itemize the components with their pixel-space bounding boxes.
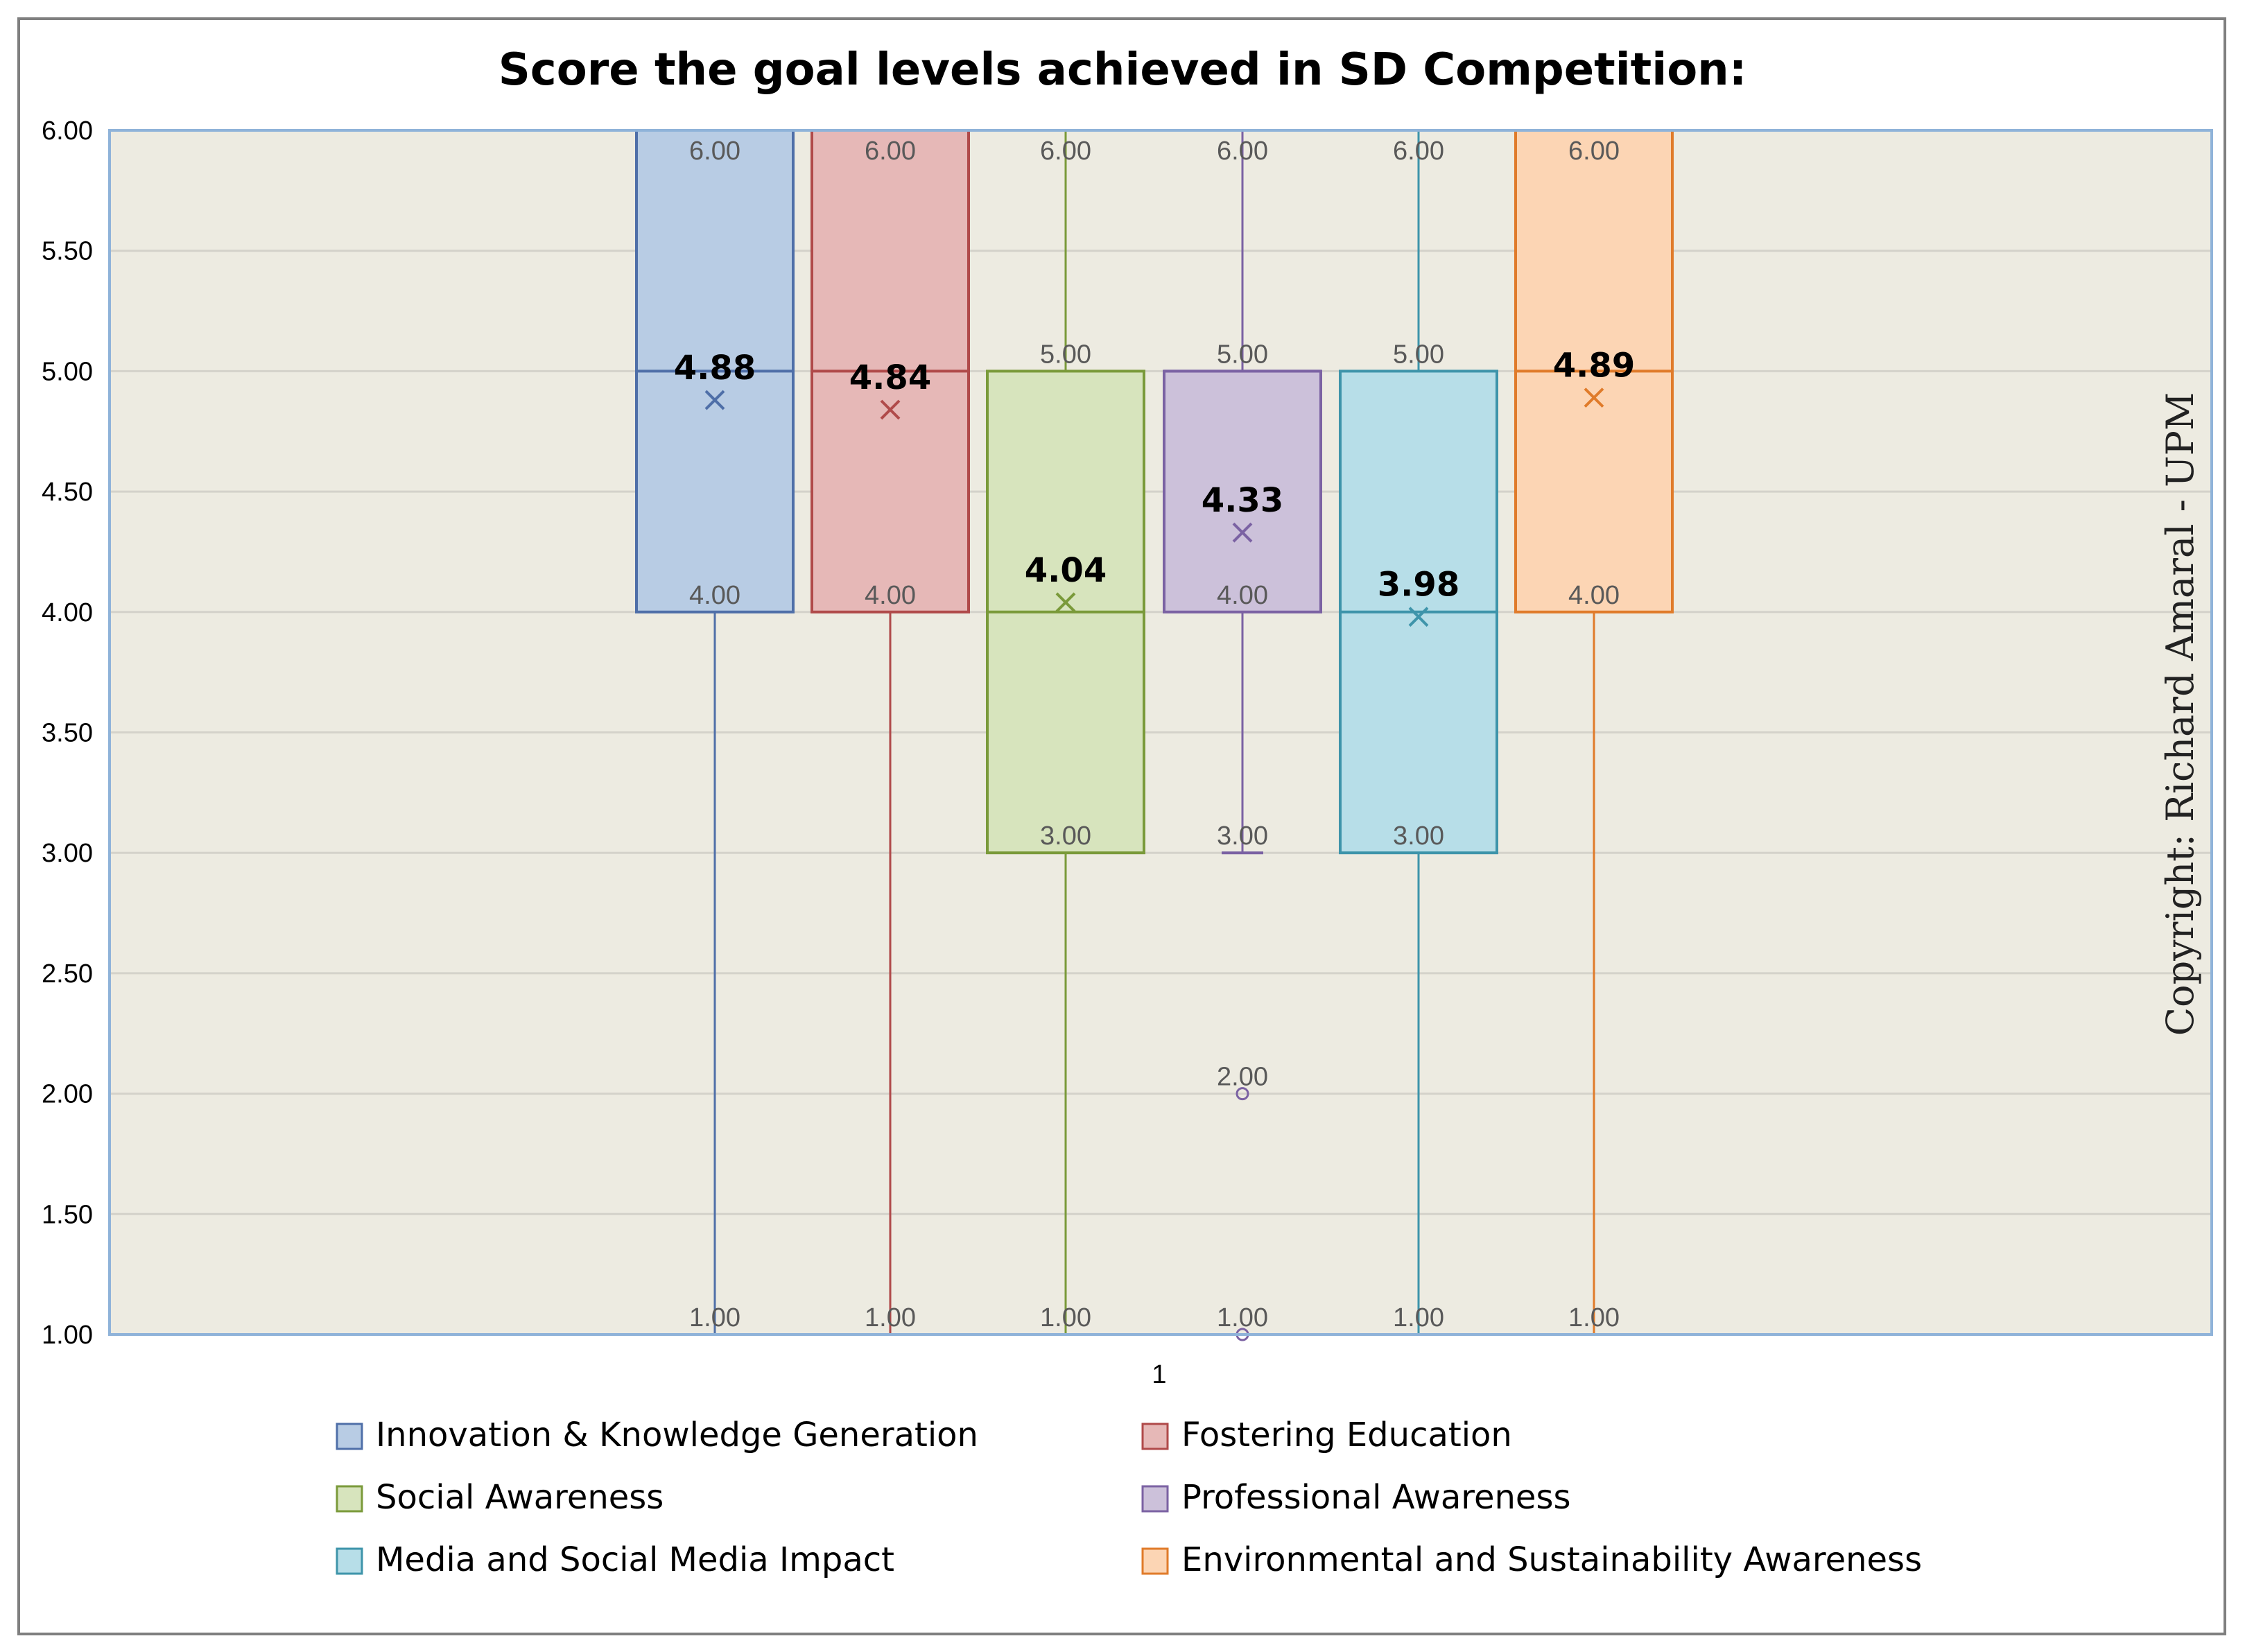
legend-swatch bbox=[1141, 1423, 1169, 1450]
y-axis: 1.00 1.50 2.00 2.50 3.00 3.50 4.00 4.50 5.00 5.50… bbox=[42, 116, 93, 1350]
y-tick-label: 4.00 bbox=[42, 598, 93, 627]
box-6: 6.00 4.00 1.00 4.89 bbox=[1514, 129, 1674, 1336]
mean-label: 4.33 bbox=[1202, 481, 1283, 520]
legend-label: Innovation & Knowledge Generation bbox=[376, 1416, 978, 1454]
mean-label: 3.98 bbox=[1378, 566, 1459, 605]
value-label: 5.00 bbox=[1217, 340, 1268, 369]
plot-border bbox=[108, 129, 2213, 1336]
value-label: 1.00 bbox=[1393, 1303, 1444, 1332]
value-label: 4.00 bbox=[865, 581, 916, 610]
value-label: 1.00 bbox=[865, 1303, 916, 1332]
y-tick-label: 3.50 bbox=[42, 719, 93, 748]
value-label: 3.00 bbox=[1217, 821, 1268, 851]
legend-item: Social Awareness bbox=[336, 1478, 664, 1517]
box-2: 6.00 4.00 1.00 4.84 bbox=[811, 129, 970, 1336]
legend-label: Media and Social Media Impact bbox=[376, 1540, 894, 1579]
value-label: 6.00 bbox=[1393, 137, 1444, 166]
outlier-point bbox=[1236, 1087, 1249, 1101]
box-4: 6.00 5.00 4.00 3.00 2.00 1.00 4.33 bbox=[1163, 129, 1322, 1341]
mean-marker bbox=[1055, 592, 1076, 613]
y-tick-label: 5.50 bbox=[42, 237, 93, 266]
mean-marker bbox=[880, 399, 901, 420]
x-tick-label: 1 bbox=[1152, 1360, 1166, 1389]
value-label: 1.00 bbox=[1040, 1303, 1091, 1332]
legend-label: Fostering Education bbox=[1181, 1416, 1512, 1454]
legend-swatch bbox=[1141, 1547, 1169, 1575]
value-label: 1.00 bbox=[1217, 1303, 1268, 1332]
value-label: 4.00 bbox=[689, 581, 740, 610]
value-label: 6.00 bbox=[865, 137, 916, 166]
copyright-watermark: Copyright: Richard Amaral - UPM bbox=[2158, 392, 2202, 1036]
legend-swatch bbox=[336, 1423, 363, 1450]
value-label: 2.00 bbox=[1217, 1063, 1268, 1092]
y-tick-label: 4.50 bbox=[42, 478, 93, 507]
box-3: 6.00 5.00 3.00 1.00 4.04 bbox=[986, 129, 1145, 1336]
box-iqr bbox=[1163, 369, 1322, 614]
y-tick-label: 2.50 bbox=[42, 959, 93, 989]
legend-item: Media and Social Media Impact bbox=[336, 1540, 894, 1579]
mean-marker bbox=[704, 390, 725, 410]
value-label: 6.00 bbox=[1568, 137, 1620, 166]
legend-swatch bbox=[336, 1485, 363, 1513]
y-tick-label: 2.00 bbox=[42, 1080, 93, 1109]
legend-item: Innovation & Knowledge Generation bbox=[336, 1416, 978, 1454]
legend-item: Environmental and Sustainability Awarene… bbox=[1141, 1540, 1922, 1579]
legend-label: Social Awareness bbox=[376, 1478, 664, 1517]
legend-item: Professional Awareness bbox=[1141, 1478, 1570, 1517]
y-tick-label: 5.00 bbox=[42, 357, 93, 386]
mean-marker bbox=[1408, 607, 1429, 627]
box-5: 6.00 5.00 3.00 1.00 3.98 bbox=[1339, 129, 1498, 1336]
legend: Innovation & Knowledge Generation Fosteri… bbox=[336, 1416, 1922, 1579]
value-label: 6.00 bbox=[1040, 137, 1091, 166]
y-tick-label: 1.00 bbox=[42, 1321, 93, 1350]
legend-label: Environmental and Sustainability Awarene… bbox=[1181, 1540, 1922, 1579]
chart-title: Score the goal levels achieved in SD Com… bbox=[499, 44, 1747, 96]
legend-swatch bbox=[336, 1547, 363, 1575]
box-1: 6.00 4.00 1.00 4.88 bbox=[635, 129, 795, 1336]
mean-marker bbox=[1584, 388, 1604, 408]
legend-swatch bbox=[1141, 1485, 1169, 1513]
value-label: 6.00 bbox=[689, 137, 740, 166]
value-label: 3.00 bbox=[1393, 821, 1444, 851]
legend-label: Professional Awareness bbox=[1181, 1478, 1570, 1517]
mean-label: 4.88 bbox=[674, 349, 756, 388]
value-label: 1.00 bbox=[1568, 1303, 1620, 1332]
value-label: 5.00 bbox=[1040, 340, 1091, 369]
mean-marker bbox=[1232, 522, 1253, 543]
y-tick-label: 6.00 bbox=[42, 116, 93, 146]
value-label: 3.00 bbox=[1040, 821, 1091, 851]
value-label: 6.00 bbox=[1217, 137, 1268, 166]
y-tick-label: 3.00 bbox=[42, 839, 93, 868]
legend-item: Fostering Education bbox=[1141, 1416, 1512, 1454]
value-label: 4.00 bbox=[1568, 581, 1620, 610]
mean-label: 4.04 bbox=[1025, 551, 1107, 590]
y-tick-label: 1.50 bbox=[42, 1200, 93, 1229]
boxes: 6.00 4.00 1.00 4.88 6.00 4.00 1.00 4.84 6.00 5.00… bbox=[635, 129, 1674, 1341]
value-label: 4.00 bbox=[1217, 581, 1268, 610]
value-label: 5.00 bbox=[1393, 340, 1444, 369]
value-label: 1.00 bbox=[689, 1303, 740, 1332]
mean-label: 4.89 bbox=[1553, 347, 1635, 385]
mean-label: 4.84 bbox=[849, 358, 931, 397]
